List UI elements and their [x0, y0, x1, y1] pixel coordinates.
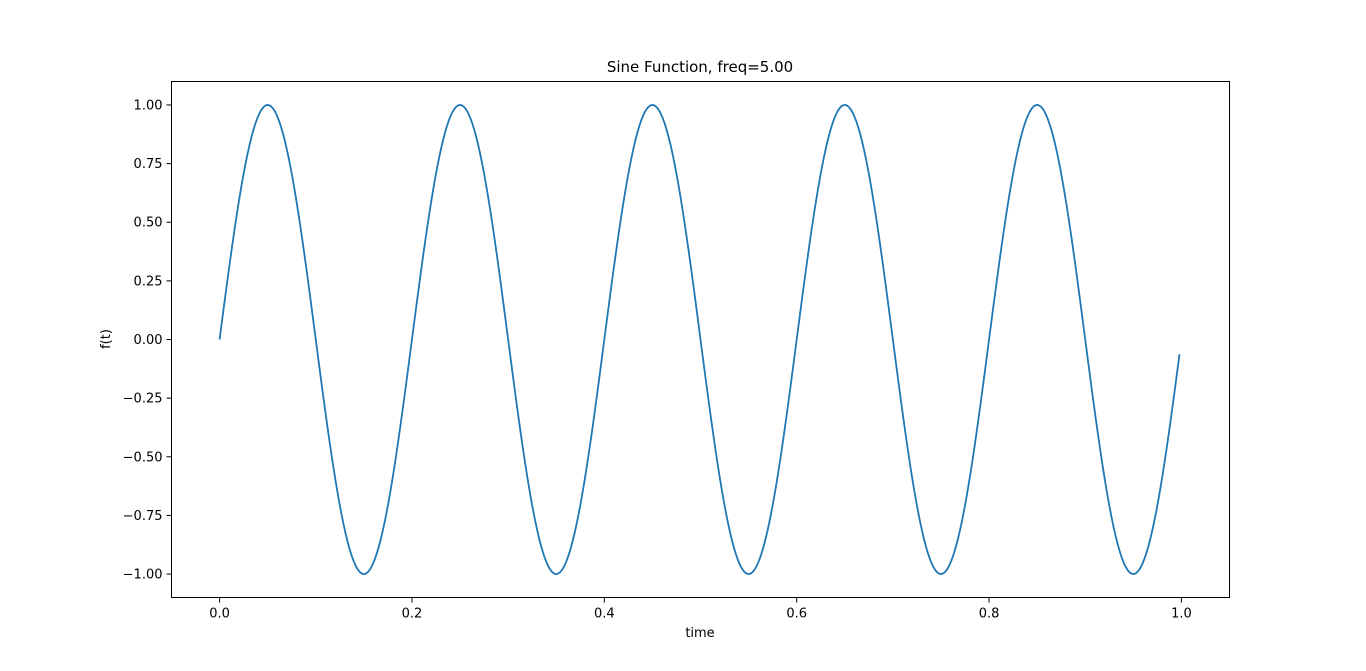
x-tick-label: 0.8 [979, 607, 1000, 622]
x-axis-label: time [685, 626, 714, 641]
y-tick-label: 0.75 [134, 157, 163, 172]
y-tick-label: 0.00 [134, 333, 163, 348]
x-tick-label: 0.6 [786, 607, 807, 622]
y-axis-ticks: −1.00 −0.75 −0.50 −0.25 0.00 0.25 0.50 0.75 1.00 [123, 98, 172, 583]
y-axis-label: f(t) [99, 329, 114, 349]
y-tick-label: 1.00 [134, 98, 163, 113]
x-tick-label: 1.0 [1171, 607, 1192, 622]
y-tick-label: −0.75 [123, 509, 163, 524]
x-axis-ticks: 0.0 0.2 0.4 0.6 0.8 1.0 [209, 597, 1192, 622]
y-tick-label: −0.25 [123, 392, 163, 407]
x-tick-label: 0.0 [209, 607, 230, 622]
y-tick-label: −1.00 [123, 568, 163, 583]
series-line [218, 104, 1181, 575]
series-layer [218, 104, 1181, 575]
y-tick-label: −0.50 [123, 450, 163, 465]
x-tick-label: 0.4 [594, 607, 615, 622]
chart-title: Sine Function, freq=5.00 [607, 58, 793, 76]
y-tick-label: 0.50 [134, 216, 163, 231]
x-tick-label: 0.2 [402, 607, 423, 622]
y-tick-label: 0.25 [134, 274, 163, 289]
